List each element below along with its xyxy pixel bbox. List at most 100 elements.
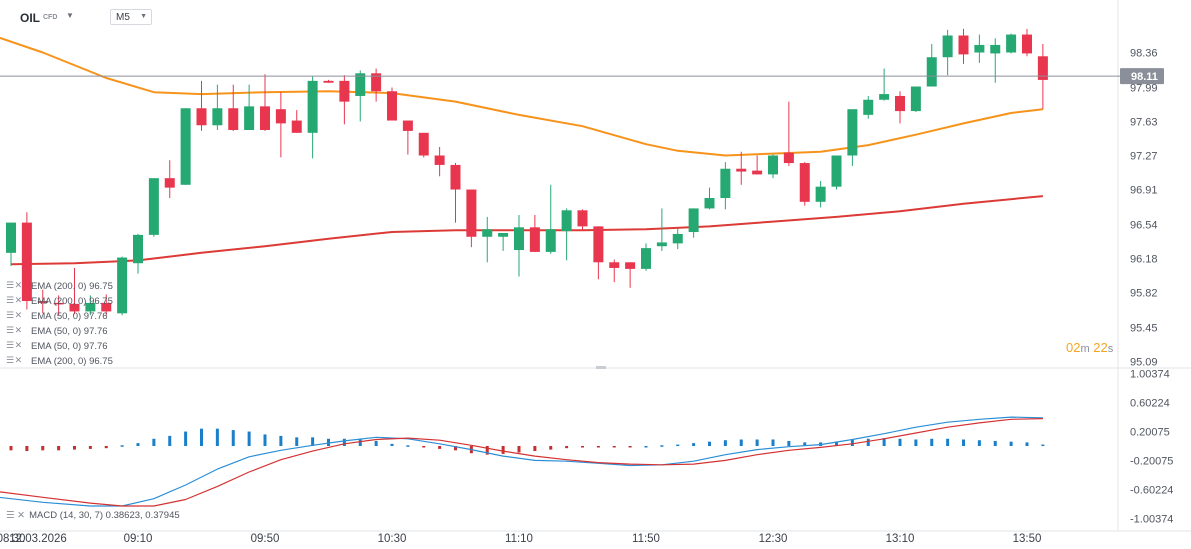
candle xyxy=(545,184,556,254)
legend-row: ☰ ✕ EMA (200, 0) 96.75 xyxy=(6,354,166,369)
candle-body xyxy=(514,227,524,250)
ema-line xyxy=(10,195,1043,266)
candle-body xyxy=(355,73,366,96)
legend-settings-icon[interactable]: ☰ ✕ xyxy=(6,355,22,365)
candle-body xyxy=(69,303,80,312)
candle-body xyxy=(212,108,223,126)
candle-body xyxy=(291,120,302,133)
macd-histogram-bar xyxy=(422,446,426,448)
time-tick-label: 08:30 xyxy=(0,533,25,545)
pane-resize-handle[interactable] xyxy=(596,366,606,369)
macd-histogram-bar xyxy=(342,438,346,446)
candle xyxy=(148,178,159,237)
current-price-line: 98.11 xyxy=(0,68,1164,85)
macd-histogram-bar xyxy=(565,446,569,449)
candle xyxy=(339,75,350,125)
legend-row: ☰ ✕ EMA (50, 0) 97.76 xyxy=(6,309,166,324)
legend-settings-icon[interactable]: ☰ ✕ xyxy=(6,295,22,305)
macd-histogram-bar xyxy=(1009,441,1013,446)
candle-body xyxy=(371,73,382,92)
candle-body xyxy=(974,44,985,53)
current-price-label: 98.11 xyxy=(1131,71,1158,83)
macd-histogram-bar xyxy=(88,446,92,449)
candle xyxy=(720,162,731,210)
legend-settings-icon[interactable]: ☰ ✕ xyxy=(6,280,22,290)
candle-body xyxy=(895,95,905,112)
price-tick-label: 95.09 xyxy=(1130,357,1158,369)
candle-body xyxy=(561,210,572,232)
legend-settings-icon[interactable]: ☰ ✕ xyxy=(6,310,22,320)
candle-body xyxy=(85,302,96,312)
macd-histogram-bar xyxy=(612,446,616,448)
legend-label: EMA (50, 0) 97.76 xyxy=(31,341,108,352)
legend-row: ☰ ✕ EMA (200, 0) 96.75 xyxy=(6,294,166,309)
countdown-seconds-unit: s xyxy=(1107,343,1114,355)
candle xyxy=(355,70,366,122)
candle-body xyxy=(577,210,588,227)
candle xyxy=(37,289,48,314)
macd-tick-label: -1.00374 xyxy=(1130,514,1173,526)
macd-histogram-bar xyxy=(882,438,886,446)
candle-body xyxy=(704,198,715,209)
candle-body xyxy=(609,262,620,268)
candle xyxy=(418,132,429,158)
candle xyxy=(609,259,620,283)
macd-tick-label: 0.60224 xyxy=(1130,398,1170,410)
candle-body xyxy=(117,257,128,314)
macd-histogram-bar xyxy=(136,443,140,446)
candle xyxy=(307,76,318,159)
macd-histogram-bar xyxy=(755,439,759,446)
legend-settings-icon[interactable]: ☰ ✕ xyxy=(6,340,22,350)
timeframe-select[interactable]: M5 ▼ xyxy=(110,9,152,25)
macd-histogram-bar xyxy=(454,446,457,451)
candle-body xyxy=(434,155,445,165)
candle-body xyxy=(641,248,651,269)
price-axis-ticks: 98.36 97.99 97.63 97.27 96.91 96.54 96.18 95.82… xyxy=(1130,48,1158,369)
candle xyxy=(958,28,969,64)
macd-histogram-bar xyxy=(438,446,442,449)
candle xyxy=(275,92,286,158)
candle xyxy=(498,232,509,251)
candle xyxy=(529,215,540,252)
candle xyxy=(164,160,175,199)
macd-histogram-bar xyxy=(549,446,553,450)
price-tick-label: 96.54 xyxy=(1130,219,1158,231)
signal-line xyxy=(0,418,1043,507)
candle-body xyxy=(307,80,318,133)
candle xyxy=(482,216,493,263)
candle xyxy=(863,95,874,119)
macd-histogram-bar xyxy=(708,441,711,446)
macd-histogram-bar xyxy=(295,437,299,446)
time-tick-label: 12:30 xyxy=(759,533,788,545)
time-tick-label: 09:10 xyxy=(124,533,153,545)
macd-histogram-bar xyxy=(1041,444,1045,447)
macd-histogram-bar xyxy=(57,446,61,451)
macd-legend-close-icon[interactable]: ☰ ✕ xyxy=(6,510,26,521)
candle-body xyxy=(545,229,556,252)
candle-body xyxy=(863,99,874,115)
time-tick-label: 12.03.2026 xyxy=(9,533,67,545)
legend-settings-icon[interactable]: ☰ ✕ xyxy=(6,325,22,335)
candle-body xyxy=(656,242,667,247)
candle xyxy=(561,208,572,261)
candle xyxy=(323,79,334,83)
candle-body xyxy=(21,222,32,302)
candle xyxy=(1006,33,1017,54)
candle xyxy=(434,146,445,177)
candle xyxy=(815,181,826,208)
candle-body xyxy=(466,189,477,237)
candle xyxy=(514,215,524,277)
candle xyxy=(212,84,223,130)
symbol-dropdown-chevron-icon[interactable]: ▼ xyxy=(66,11,74,20)
candle xyxy=(53,295,64,316)
candle-body xyxy=(164,178,175,188)
candle xyxy=(244,84,255,130)
time-tick-label: 11:10 xyxy=(505,533,533,545)
macd-axis-ticks: 1.00374 0.60224 0.20075 -0.20075 -0.60224 -1.… xyxy=(1130,369,1173,526)
candle xyxy=(895,91,905,124)
symbol-name[interactable]: OIL xyxy=(20,11,40,25)
candle-body xyxy=(6,222,16,253)
candle xyxy=(228,84,239,131)
candle xyxy=(704,187,715,210)
